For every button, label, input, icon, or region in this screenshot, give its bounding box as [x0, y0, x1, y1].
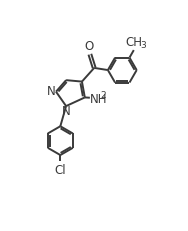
Text: N: N	[47, 85, 55, 98]
Text: 2: 2	[100, 91, 106, 99]
Text: Cl: Cl	[55, 163, 66, 176]
Text: CH: CH	[125, 36, 142, 49]
Text: N: N	[61, 104, 70, 117]
Text: 3: 3	[140, 41, 146, 50]
Text: O: O	[85, 40, 94, 52]
Text: NH: NH	[90, 92, 108, 105]
